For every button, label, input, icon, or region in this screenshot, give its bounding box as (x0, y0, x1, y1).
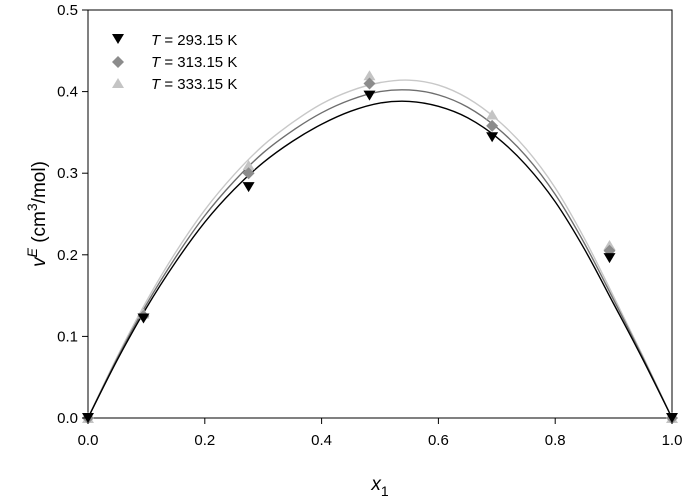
x-axis-ticks: 0.0 0.2 0.4 0.6 0.8 1.0 (78, 418, 683, 449)
legend-label-293-symbol: T (151, 32, 162, 49)
y-axis-ticks: 0.0 0.1 0.2 0.3 0.4 0.5 (57, 2, 88, 427)
fit-curve (87, 100, 673, 419)
legend-label-293-value: = 293.15 K (160, 32, 237, 49)
x-tick-label: 1.0 (662, 432, 683, 449)
y-tick-label: 0.1 (57, 328, 78, 345)
y-axis-label: vE (cm3/mol) (24, 161, 50, 267)
legend: T = 293.15 K T = 313.15 K T = 333.15 K (112, 32, 237, 93)
data-point-triangle-down (363, 90, 376, 101)
plot-area (87, 9, 673, 419)
data-point-triangle-down (603, 253, 616, 264)
legend-marker-triangle-down (112, 34, 124, 44)
y-axis-label-unit-superscript: 3 (24, 203, 40, 211)
x-tick-label: 0.0 (78, 432, 99, 449)
x-tick-label: 0.6 (428, 432, 449, 449)
fit-curve (87, 79, 673, 419)
legend-label-313: T = 313.15 K (151, 54, 237, 71)
data-point-triangle-up (486, 109, 499, 120)
y-tick-label: 0.3 (57, 165, 78, 182)
fit-curves (87, 79, 673, 419)
y-tick-label: 0.0 (57, 410, 78, 427)
legend-marker-diamond (112, 56, 124, 68)
legend-label-313-symbol: T (151, 54, 162, 71)
fit-curve (87, 89, 673, 419)
y-axis-label-base: v (29, 256, 50, 267)
data-point-diamond (363, 77, 376, 90)
data-point-triangle-up (242, 160, 255, 171)
y-tick-label: 0.2 (57, 247, 78, 264)
data-point-triangle-down (137, 313, 150, 324)
legend-item-293: T = 293.15 K (112, 32, 237, 49)
legend-label-333-symbol: T (151, 76, 162, 93)
legend-marker-triangle-up (112, 78, 124, 88)
legend-label-333-value: = 333.15 K (160, 76, 237, 93)
x-tick-label: 0.4 (311, 432, 332, 449)
legend-item-333: T = 333.15 K (112, 76, 237, 93)
y-axis-label-unit-open: (cm (29, 211, 50, 248)
legend-label-313-value: = 313.15 K (160, 54, 237, 71)
y-axis-label-unit-close: /mol) (29, 161, 50, 203)
y-axis-label-superscript: E (24, 247, 40, 257)
x-axis-label: x1 (370, 474, 389, 499)
x-tick-label: 0.2 (194, 432, 215, 449)
y-tick-label: 0.5 (57, 2, 78, 19)
x-tick-label: 0.8 (545, 432, 566, 449)
legend-item-313: T = 313.15 K (112, 54, 237, 71)
x-axis-label-subscript: 1 (381, 483, 389, 499)
legend-label-293: T = 293.15 K (151, 32, 237, 49)
data-point-triangle-up (363, 70, 376, 81)
data-point-triangle-down (242, 182, 255, 193)
data-point-diamond (486, 119, 499, 132)
data-point-diamond (242, 167, 255, 180)
legend-label-333: T = 333.15 K (151, 76, 237, 93)
x-axis-label-base: x (370, 474, 382, 495)
data-point-triangle-down (486, 132, 499, 143)
y-tick-label: 0.4 (57, 84, 78, 101)
